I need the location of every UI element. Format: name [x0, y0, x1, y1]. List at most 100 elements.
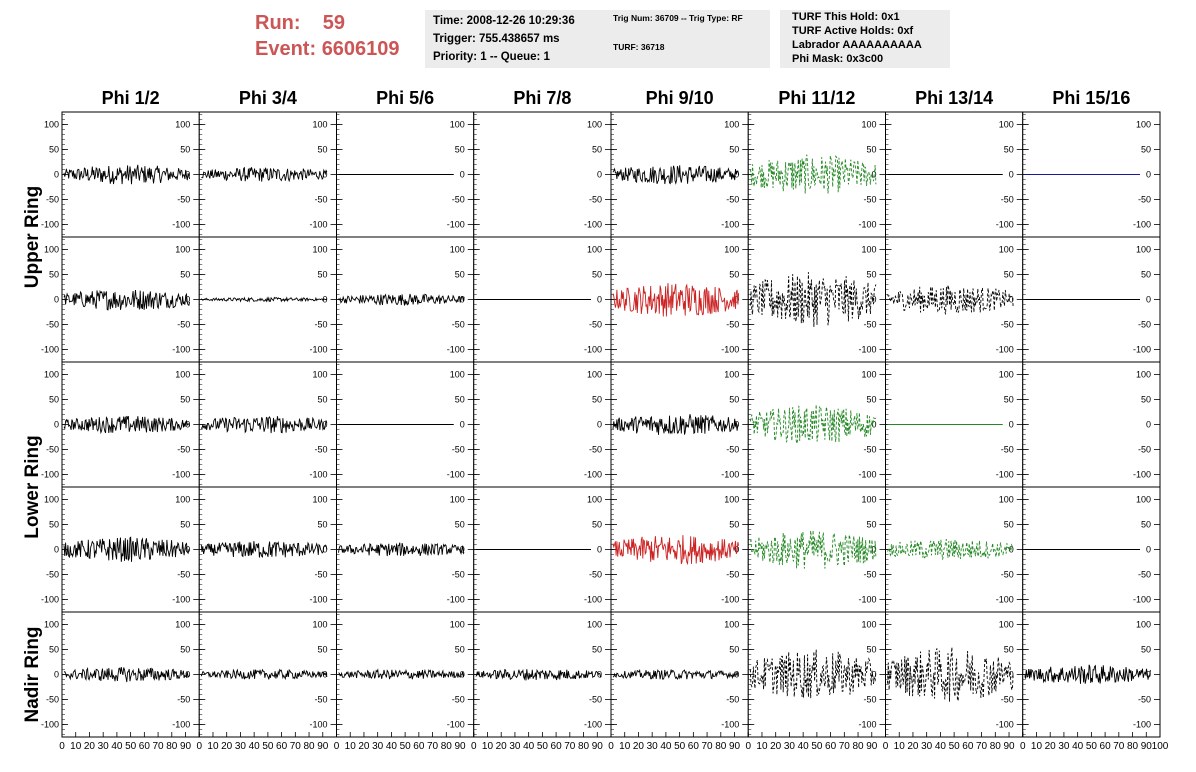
y-tick-label: -50	[589, 445, 602, 455]
y-tick-label: 50	[1004, 145, 1014, 155]
x-tick-label: 90	[1003, 741, 1015, 752]
time-info-box: Time: 2008-12-26 10:29:36 Trigger: 755.4…	[425, 10, 617, 68]
y-tick-label: -50	[726, 570, 739, 580]
run-label: Run:	[255, 12, 301, 34]
x-tick-label: 70	[153, 741, 165, 752]
y-tick-label: 100	[999, 120, 1014, 130]
y-tick-label: 100	[999, 495, 1014, 505]
y-tick-label: 100	[1136, 120, 1151, 130]
x-tick-label: 50	[262, 741, 274, 752]
x-tick-label: 50	[811, 741, 823, 752]
x-tick-label: 10	[1031, 741, 1043, 752]
y-tick-label: 50	[592, 145, 602, 155]
waveform-line	[612, 283, 740, 317]
x-tick-label: 50	[1086, 741, 1098, 752]
x-tick-label: 40	[111, 741, 123, 752]
run-event-box: Run: 59 Event: 6606109	[255, 10, 400, 62]
column-header: Phi 9/10	[646, 88, 714, 108]
waveform-line	[749, 272, 877, 327]
y-tick-label: -50	[177, 195, 190, 205]
y-tick-label: 50	[49, 520, 59, 530]
y-tick-label: 100	[724, 370, 739, 380]
waveform-line	[201, 166, 328, 183]
y-tick-label: -100	[721, 345, 739, 355]
y-tick-label: 0	[54, 670, 59, 680]
y-tick-label: 50	[866, 520, 876, 530]
y-tick-label: -50	[863, 570, 876, 580]
y-tick-label: -100	[996, 720, 1014, 730]
y-tick-label: -100	[996, 470, 1014, 480]
y-tick-label: -50	[589, 695, 602, 705]
y-tick-label: 50	[455, 145, 465, 155]
y-tick-label: 100	[861, 620, 876, 630]
x-tick-label: 70	[702, 741, 714, 752]
x-tick-label: 10	[756, 741, 768, 752]
y-tick-label: 0	[1009, 295, 1014, 305]
y-tick-label: 50	[1141, 520, 1151, 530]
y-tick-label: -50	[726, 195, 739, 205]
waveform-line	[887, 539, 1014, 560]
x-tick-label: 40	[798, 741, 810, 752]
x-tick-label: 90	[1141, 741, 1153, 752]
event-value: 6606109	[321, 38, 400, 60]
waveform-line	[612, 165, 740, 185]
waveform-line	[749, 530, 877, 569]
x-tick-label: 70	[976, 741, 988, 752]
y-tick-label: -100	[447, 220, 465, 230]
x-tick-label: 70	[1113, 741, 1125, 752]
panel-frame	[473, 611, 612, 738]
x-tick-label: 60	[139, 741, 151, 752]
x-tick-label: 60	[276, 741, 288, 752]
y-tick-label: 0	[185, 545, 190, 555]
turf-info-box: TURF This Hold: 0x1 TURF Active Holds: 0…	[780, 10, 950, 68]
x-tick-label: 60	[1100, 741, 1112, 752]
y-tick-label: 100	[724, 620, 739, 630]
y-tick-label: 0	[734, 170, 739, 180]
y-tick-label: 50	[592, 520, 602, 530]
x-tick-label: 80	[1127, 741, 1139, 752]
y-tick-label: -50	[1001, 695, 1014, 705]
y-tick-label: 50	[866, 145, 876, 155]
y-tick-label: 100	[861, 370, 876, 380]
y-tick-label: -100	[447, 345, 465, 355]
y-tick-label: -100	[721, 220, 739, 230]
y-tick-label: -50	[863, 695, 876, 705]
x-tick-label: 0	[608, 741, 614, 752]
panel-frame	[1022, 361, 1161, 488]
turf-active-holds-text: TURF Active Holds: 0xf	[792, 25, 914, 37]
x-tick-label: 10	[482, 741, 494, 752]
waveform-line	[612, 668, 739, 681]
x-tick-label: 20	[84, 741, 96, 752]
y-tick-label: -100	[721, 470, 739, 480]
y-tick-label: 50	[729, 270, 739, 280]
row-header: Upper Ring	[22, 186, 43, 288]
y-tick-label: -100	[172, 470, 190, 480]
y-tick-label: 50	[1004, 270, 1014, 280]
trig-num-text: Trig Num: 36709 -- Trig Type: RF	[613, 13, 743, 23]
y-tick-label: 50	[180, 395, 190, 405]
y-tick-label: 50	[592, 270, 602, 280]
panel-frame	[61, 236, 200, 363]
x-tick-label: 30	[235, 741, 247, 752]
column-header: Phi 7/8	[513, 88, 571, 108]
y-tick-label: -100	[172, 595, 190, 605]
x-tick-label: 10	[619, 741, 631, 752]
x-tick-label: 10	[894, 741, 906, 752]
y-tick-label: -50	[46, 320, 59, 330]
y-tick-label: -50	[314, 195, 327, 205]
y-tick-label: 50	[317, 145, 327, 155]
waveform-line	[200, 296, 328, 303]
y-tick-label: -50	[589, 570, 602, 580]
y-tick-label: 0	[597, 545, 602, 555]
y-tick-label: -50	[1001, 445, 1014, 455]
x-tick-label: 40	[523, 741, 535, 752]
turf-this-hold-text: TURF This Hold: 0x1	[792, 11, 900, 23]
y-tick-label: 50	[592, 395, 602, 405]
y-tick-label: 100	[44, 245, 59, 255]
y-tick-label: -50	[314, 695, 327, 705]
y-tick-label: 50	[1141, 270, 1151, 280]
y-tick-label: 50	[1141, 645, 1151, 655]
y-tick-label: -100	[721, 595, 739, 605]
y-tick-label: -100	[858, 220, 876, 230]
y-tick-label: 100	[44, 120, 59, 130]
